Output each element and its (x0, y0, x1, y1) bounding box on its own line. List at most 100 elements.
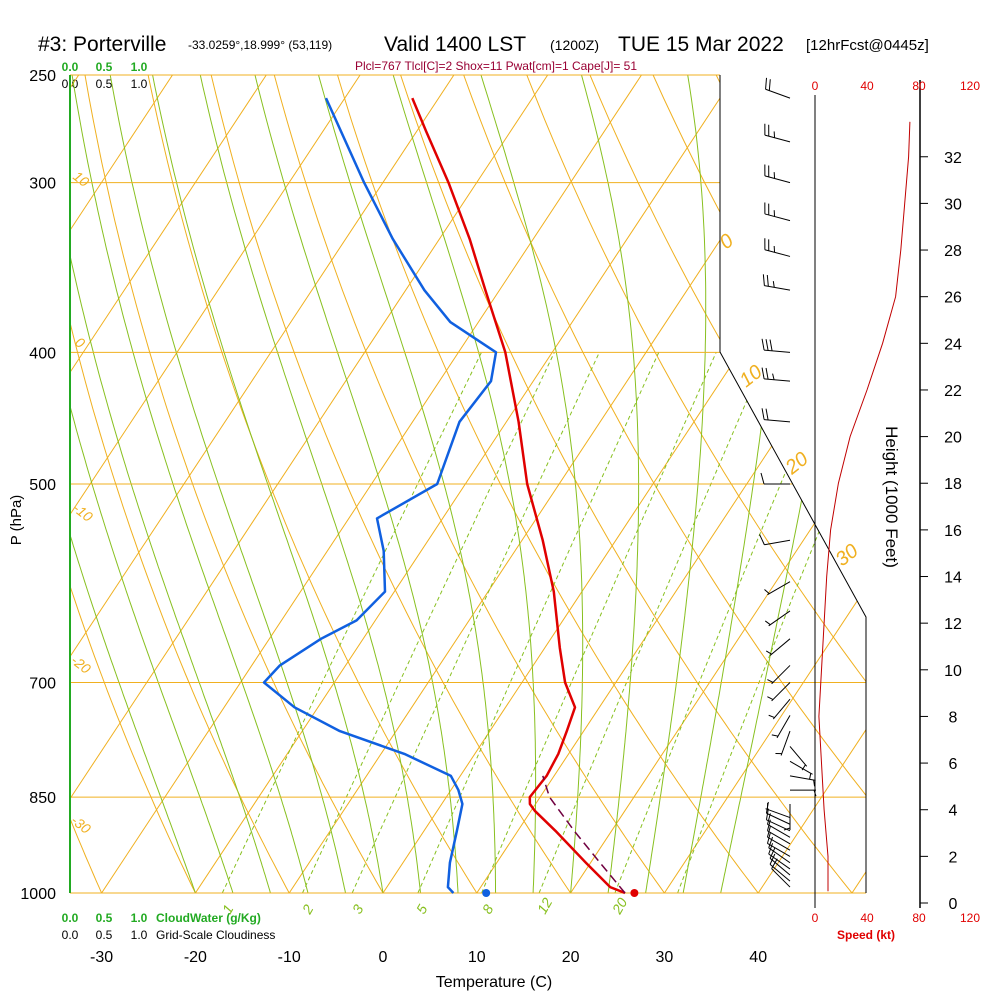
wind-barb-feather (765, 367, 769, 380)
wind-barb (764, 202, 791, 222)
wind-barb (764, 610, 791, 627)
wind-barb (767, 665, 791, 685)
height-tick-label: 24 (944, 336, 962, 353)
wind-barb (768, 836, 791, 864)
wind-barb (764, 238, 791, 257)
height-tick-label: 4 (949, 803, 958, 820)
wind-barb-staff (765, 88, 791, 99)
wind-barb (789, 746, 808, 771)
speed-tick-bottom: 120 (960, 911, 980, 925)
wind-barb-feather (761, 408, 765, 420)
wind-barb (769, 853, 791, 882)
temperature-tick-label: 40 (749, 949, 767, 966)
wind-barb-feather (766, 274, 769, 287)
wind-barb (766, 819, 791, 845)
diagram-line-label: -10 (70, 500, 96, 525)
wind-barb-half-feather (772, 373, 775, 380)
temperature-tick-label: -20 (184, 949, 207, 966)
dry-adiabat-line (142, 75, 496, 893)
wind-barb-staff (771, 665, 791, 685)
wind-barb (789, 775, 816, 787)
dry-adiabat-line (454, 75, 866, 893)
mixing-ratio-line (538, 352, 769, 893)
height-tick-label: 16 (944, 523, 962, 540)
wind-barb-staff (769, 638, 791, 656)
wind-barb-half-feather (764, 620, 771, 626)
temperature-tick-label: 20 (562, 949, 580, 966)
wind-barb-staff (764, 419, 791, 423)
diagram-line-label: -20 (68, 652, 94, 677)
plot-boundary (719, 75, 867, 893)
wind-barb-feather (769, 339, 773, 351)
wind-barb (759, 534, 791, 546)
speed-axis-title: Speed (kt) (837, 928, 895, 942)
dry-adiabat-line (329, 75, 781, 893)
wind-barb-staff (780, 730, 791, 756)
chart-indices: Plcl=767 Tlcl[C]=2 Shox=11 Pwat[cm]=1 Ca… (355, 59, 637, 73)
diagram-line-label: 20 (608, 895, 630, 918)
dry-adiabat-line (70, 75, 211, 893)
chart-coords: -33.0259°,18.999° (53,119) (188, 38, 332, 52)
wind-barb-staff (764, 175, 791, 184)
wind-barb-half-feather (765, 650, 772, 655)
moist-adiabats (70, 75, 866, 893)
height-tick-label: 26 (944, 290, 962, 307)
wind-barb (766, 832, 791, 857)
chart-date: TUE 15 Mar 2022 (618, 33, 784, 56)
diagram-line-label: 12 (534, 895, 556, 917)
y-axis-left-title: P (hPa) (8, 495, 25, 546)
diagram-line-label: 30 (832, 540, 863, 571)
temperature-line (411, 97, 626, 895)
isotherm-line (851, 75, 866, 893)
height-tick-label: 10 (944, 663, 962, 680)
diagram-line-label: 3 (349, 902, 367, 917)
dry-adiabat-line (0, 51, 20, 922)
temperature-tick-label: 10 (468, 949, 486, 966)
wind-barb-feather (759, 534, 765, 545)
mixing-ratio-line (481, 352, 717, 893)
moist-adiabat-line (109, 75, 346, 893)
wind-barb-feather (760, 472, 765, 485)
wind-barb-half-feather (813, 779, 816, 787)
dry-adiabat-line (579, 75, 866, 893)
cloudiness-bottom-1: 0.5 (96, 928, 113, 942)
dry-adiabat-line (267, 75, 686, 893)
wind-barb (765, 638, 791, 656)
wind-barb-staff (769, 863, 791, 882)
wind-barb-staff (765, 808, 791, 819)
height-tick-label: 2 (949, 849, 958, 866)
dewpoint-line (262, 97, 498, 894)
height-tick-label: 32 (944, 150, 962, 167)
temperature-tick-label: -30 (90, 949, 113, 966)
wind-barb-staff (772, 698, 791, 720)
moist-adiabat-line (152, 75, 384, 893)
height-tick-label: 20 (944, 430, 962, 447)
wind-barb-staff (768, 847, 791, 864)
wind-barb-feather (761, 367, 765, 379)
wind-barb-half-feather (809, 773, 812, 780)
wind-barb-staff (764, 249, 791, 257)
pressure-tick-label: 400 (29, 345, 56, 362)
wind-barb (761, 408, 791, 423)
wind-barb-staff (764, 349, 791, 353)
pressure-tick-label: 700 (29, 676, 56, 693)
isotherm-line (663, 75, 866, 893)
diagram-line-label: 0 (716, 230, 738, 254)
cloudiness-bottom-0: 0.0 (62, 928, 79, 942)
diagram-line-label: -30 (68, 812, 94, 837)
cloudiness-top-1: 0.5 (96, 77, 113, 91)
wind-barb-half-feather (801, 764, 806, 771)
height-tick-label: 22 (944, 383, 962, 400)
wind-barb-staff (768, 610, 791, 627)
wind-barb-feather (769, 847, 776, 859)
wind-barb-feather (768, 836, 774, 848)
moist-adiabat-line (199, 75, 421, 893)
isobar-lines (70, 74, 866, 894)
isotherm-line (70, 75, 267, 893)
chart-fcst: [12hrFcst@0445z] (806, 37, 929, 54)
height-tick-label: 18 (944, 476, 962, 493)
pressure-tick-label: 300 (29, 176, 56, 193)
wind-barb-staff (768, 853, 791, 870)
wind-barb (764, 164, 791, 184)
temperature-tick-label: 30 (656, 949, 674, 966)
